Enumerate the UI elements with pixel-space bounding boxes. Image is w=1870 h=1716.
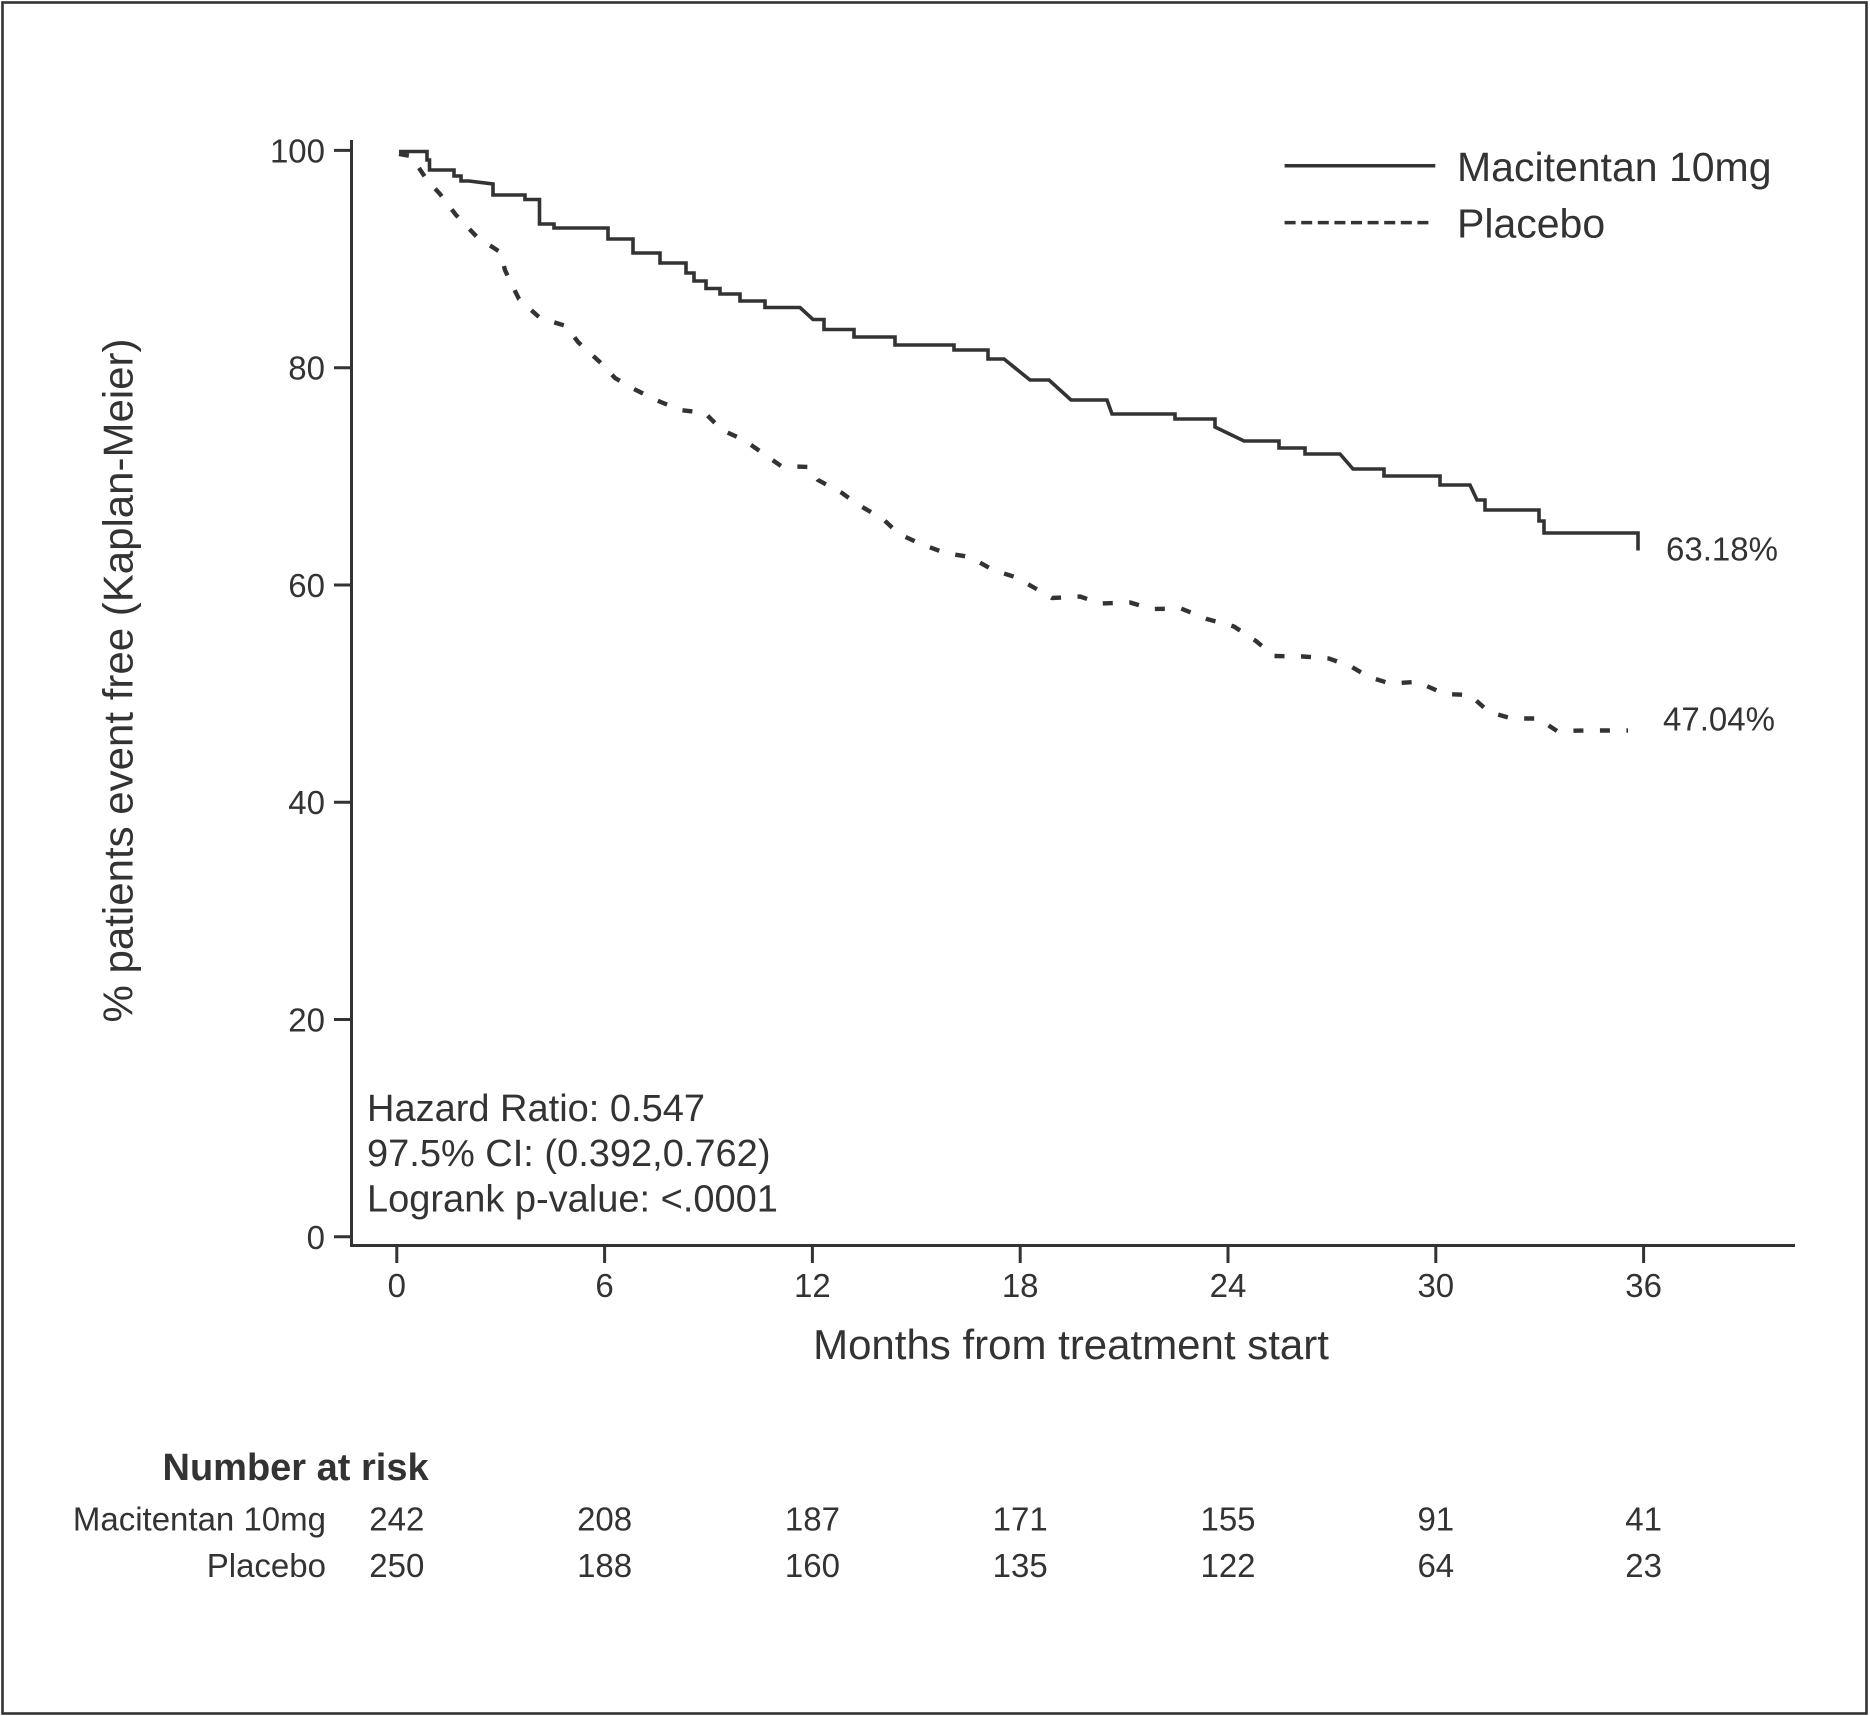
svg-text:41: 41	[1625, 1501, 1662, 1538]
svg-text:Placebo: Placebo	[207, 1547, 326, 1584]
svg-text:250: 250	[369, 1547, 424, 1584]
svg-text:160: 160	[785, 1547, 840, 1584]
svg-text:208: 208	[577, 1501, 632, 1538]
svg-text:97.5% CI: (0.392,0.762): 97.5% CI: (0.392,0.762)	[367, 1133, 770, 1175]
svg-text:Macitentan 10mg: Macitentan 10mg	[1457, 144, 1772, 190]
svg-text:Logrank p-value: <.0001: Logrank p-value: <.0001	[367, 1179, 778, 1221]
svg-text:188: 188	[577, 1547, 632, 1584]
svg-text:23: 23	[1625, 1547, 1662, 1584]
svg-text:100: 100	[270, 132, 325, 169]
svg-text:171: 171	[993, 1501, 1048, 1538]
svg-text:0: 0	[388, 1267, 406, 1304]
svg-text:20: 20	[288, 1002, 325, 1039]
svg-text:64: 64	[1417, 1547, 1454, 1584]
svg-text:63.18%: 63.18%	[1666, 531, 1778, 568]
svg-text:91: 91	[1417, 1501, 1454, 1538]
svg-text:% patients event free (Kaplan-: % patients event free (Kaplan-Meier)	[95, 339, 142, 1023]
svg-text:40: 40	[288, 784, 325, 821]
svg-text:24: 24	[1210, 1267, 1247, 1304]
svg-text:122: 122	[1200, 1547, 1255, 1584]
svg-text:242: 242	[369, 1501, 424, 1538]
svg-text:Macitentan 10mg: Macitentan 10mg	[73, 1501, 326, 1538]
svg-text:30: 30	[1417, 1267, 1454, 1304]
svg-text:135: 135	[993, 1547, 1048, 1584]
svg-text:Number at risk: Number at risk	[163, 1447, 430, 1489]
svg-text:18: 18	[1002, 1267, 1039, 1304]
svg-text:36: 36	[1625, 1267, 1662, 1304]
svg-text:187: 187	[785, 1501, 840, 1538]
svg-text:155: 155	[1200, 1501, 1255, 1538]
svg-text:80: 80	[288, 350, 325, 387]
svg-text:6: 6	[595, 1267, 613, 1304]
svg-text:60: 60	[288, 567, 325, 604]
svg-text:0: 0	[307, 1219, 325, 1256]
svg-text:Hazard Ratio: 0.547: Hazard Ratio: 0.547	[367, 1088, 705, 1130]
svg-text:47.04%: 47.04%	[1663, 701, 1775, 738]
svg-text:12: 12	[794, 1267, 831, 1304]
svg-text:Placebo: Placebo	[1457, 201, 1605, 247]
svg-text:Months from treatment start: Months from treatment start	[813, 1321, 1329, 1368]
